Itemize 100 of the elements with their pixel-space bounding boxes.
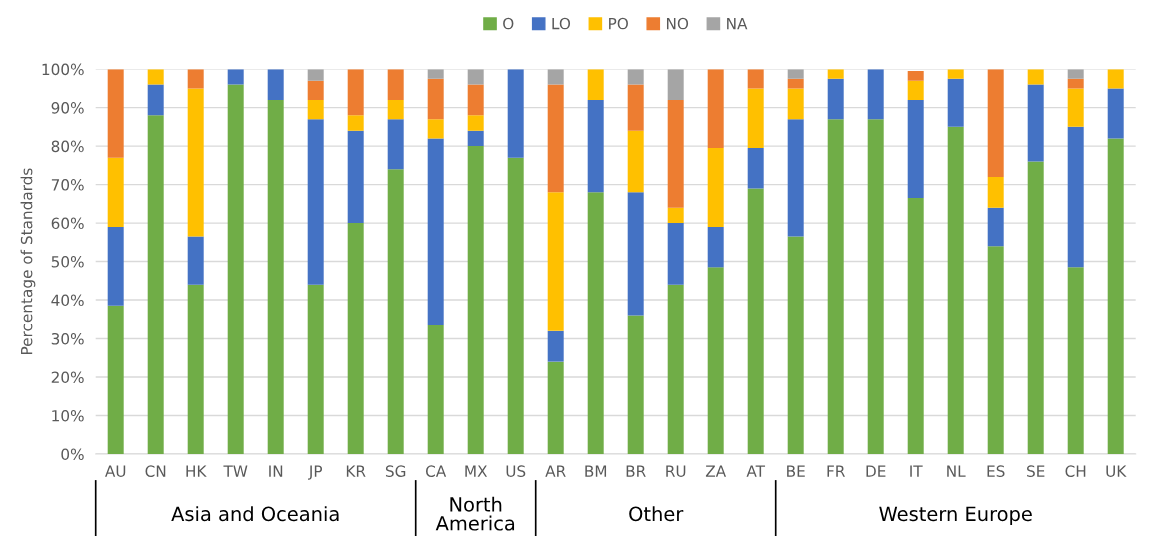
bar — [387, 99, 404, 120]
y-tick-label: 100% — [42, 63, 84, 76]
x-tick-label: BR — [626, 465, 646, 477]
bar — [107, 69, 124, 158]
x-tick-label: KR — [346, 465, 366, 477]
bar — [987, 246, 1004, 454]
bar — [867, 119, 884, 454]
bar — [1107, 88, 1124, 139]
bar — [387, 69, 404, 100]
bar — [787, 88, 804, 120]
y-axis-title: Percentage of Standards — [20, 168, 36, 354]
y-tick-label: 90% — [51, 102, 84, 114]
y-tick-label: 50% — [51, 256, 84, 268]
bar — [467, 130, 484, 147]
bar — [747, 148, 764, 189]
x-tick-label: SG — [385, 465, 406, 477]
y-tick-label: 40% — [51, 294, 84, 307]
legend-label: LO — [552, 17, 571, 30]
bar — [627, 84, 644, 131]
bar — [507, 157, 524, 454]
x-tick-label: SE — [1027, 465, 1045, 477]
bar — [347, 115, 364, 131]
bar — [907, 80, 924, 100]
bar — [667, 99, 684, 208]
legend-label: PO — [609, 17, 628, 30]
bar — [187, 69, 204, 89]
bar — [707, 226, 724, 268]
bar — [827, 69, 844, 79]
x-tick-label: HK — [186, 465, 207, 477]
bar — [1067, 78, 1084, 89]
bar — [587, 69, 604, 100]
text: Other — [629, 506, 684, 522]
bar — [787, 119, 804, 237]
bar — [427, 69, 444, 79]
bar — [267, 69, 284, 100]
x-tick-label: ZA — [705, 465, 727, 477]
bar — [987, 69, 1004, 177]
x-tick-label: CN — [145, 465, 166, 477]
bar — [827, 119, 844, 454]
bar — [307, 69, 324, 81]
bar — [747, 69, 764, 89]
bar — [787, 69, 804, 79]
text: Western Europe — [879, 506, 1032, 525]
legend-label: O — [503, 17, 514, 30]
bar — [1067, 126, 1084, 268]
bar — [307, 284, 324, 454]
bar — [227, 69, 244, 85]
y-tick-label: 20% — [51, 371, 84, 384]
text: North America — [435, 496, 515, 531]
x-tick-label: BM — [585, 465, 607, 477]
x-tick-label: BE — [787, 465, 805, 477]
bar — [707, 148, 724, 227]
bar — [107, 157, 124, 227]
bar — [787, 236, 804, 454]
x-tick-label: AT — [746, 465, 766, 477]
bar — [1027, 69, 1044, 85]
y-tick-label: 70% — [51, 179, 84, 191]
y-tick-label: 60% — [51, 217, 84, 230]
x-tick-label: MX — [465, 465, 488, 477]
bar — [907, 99, 924, 199]
x-tick-label: RU — [666, 465, 686, 477]
bar — [587, 192, 604, 454]
bar — [467, 146, 484, 454]
bar — [347, 130, 364, 224]
bar — [187, 284, 204, 454]
bar — [307, 99, 324, 120]
bar — [347, 223, 364, 454]
bar — [427, 138, 444, 326]
legend-label: NO — [666, 17, 689, 30]
bar — [707, 267, 724, 454]
bar — [547, 361, 564, 454]
x-tick-label: IN — [269, 465, 283, 477]
bar — [107, 226, 124, 306]
bar — [1067, 88, 1084, 127]
bar — [667, 207, 684, 224]
bar — [987, 207, 1004, 247]
bar — [707, 69, 724, 149]
bar — [627, 130, 644, 193]
bar — [427, 78, 444, 120]
bar — [387, 169, 404, 454]
bar — [107, 305, 124, 454]
bar — [947, 69, 964, 79]
bar — [667, 69, 684, 100]
legend-label: NA — [727, 17, 748, 30]
bar — [227, 84, 244, 454]
bar — [907, 198, 924, 454]
bar — [427, 119, 444, 139]
bar — [547, 330, 564, 362]
x-tick-label: AU — [105, 465, 126, 477]
bar — [667, 223, 684, 285]
bar — [1107, 69, 1124, 89]
bar — [947, 78, 964, 127]
x-tick-label: AR — [545, 465, 566, 477]
bar — [307, 80, 324, 100]
bar — [147, 115, 164, 454]
x-tick-label: UK — [1106, 465, 1127, 477]
bar — [147, 69, 164, 85]
x-tick-label: TW — [223, 465, 248, 477]
bar — [627, 192, 644, 316]
bar — [787, 78, 804, 89]
